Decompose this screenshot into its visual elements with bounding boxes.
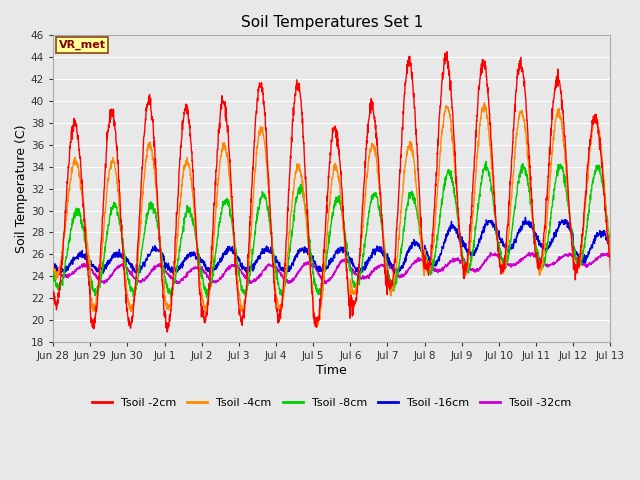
Tsoil -16cm (49, 260, 57, 265)
Line: Tsoil -2cm: Tsoil -2cm (53, 52, 611, 332)
Tsoil -32cm (607, 257, 614, 263)
Tsoil -16cm (497, 238, 505, 243)
Text: VR_met: VR_met (59, 39, 106, 50)
Tsoil -8cm (337, 207, 345, 213)
Tsoil -2cm (163, 329, 171, 335)
Tsoil -4cm (481, 100, 488, 106)
Tsoil -32cm (175, 281, 182, 287)
Y-axis label: Soil Temperature (C): Soil Temperature (C) (15, 124, 28, 253)
Tsoil -16cm (522, 215, 529, 220)
Tsoil -2cm (396, 178, 403, 184)
Tsoil -32cm (49, 264, 57, 270)
Tsoil -32cm (337, 259, 345, 265)
Tsoil -16cm (396, 264, 403, 270)
Tsoil -4cm (498, 264, 506, 270)
Tsoil -2cm (202, 316, 209, 322)
Line: Tsoil -16cm: Tsoil -16cm (53, 217, 611, 276)
Tsoil -32cm (582, 263, 590, 269)
Tsoil -8cm (582, 229, 590, 235)
X-axis label: Time: Time (316, 364, 347, 377)
Tsoil -2cm (443, 49, 451, 55)
Tsoil -32cm (396, 272, 403, 278)
Line: Tsoil -4cm: Tsoil -4cm (53, 103, 611, 327)
Line: Tsoil -8cm: Tsoil -8cm (53, 162, 611, 299)
Tsoil -4cm (582, 190, 590, 196)
Tsoil -8cm (49, 270, 57, 276)
Tsoil -8cm (153, 217, 161, 223)
Tsoil -16cm (582, 256, 590, 262)
Tsoil -2cm (49, 288, 57, 294)
Tsoil -32cm (525, 250, 533, 255)
Tsoil -32cm (497, 255, 505, 261)
Tsoil -4cm (396, 230, 403, 236)
Tsoil -16cm (153, 247, 161, 253)
Tsoil -2cm (337, 180, 345, 186)
Title: Soil Temperatures Set 1: Soil Temperatures Set 1 (241, 15, 423, 30)
Tsoil -8cm (498, 257, 506, 263)
Tsoil -8cm (167, 296, 175, 301)
Line: Tsoil -32cm: Tsoil -32cm (53, 252, 611, 284)
Tsoil -16cm (337, 248, 345, 254)
Tsoil -32cm (202, 271, 209, 276)
Tsoil -8cm (482, 159, 490, 165)
Tsoil -2cm (498, 264, 506, 270)
Tsoil -4cm (313, 324, 321, 330)
Tsoil -16cm (206, 273, 214, 278)
Tsoil -4cm (337, 198, 345, 204)
Tsoil -16cm (201, 262, 209, 268)
Tsoil -8cm (607, 245, 614, 251)
Tsoil -8cm (396, 260, 403, 265)
Tsoil -8cm (202, 286, 209, 292)
Tsoil -4cm (607, 264, 614, 270)
Tsoil -2cm (582, 180, 590, 186)
Tsoil -32cm (153, 263, 161, 268)
Legend: Tsoil -2cm, Tsoil -4cm, Tsoil -8cm, Tsoil -16cm, Tsoil -32cm: Tsoil -2cm, Tsoil -4cm, Tsoil -8cm, Tsoi… (88, 394, 576, 412)
Tsoil -2cm (153, 183, 161, 189)
Tsoil -16cm (607, 247, 614, 252)
Tsoil -4cm (201, 306, 209, 312)
Tsoil -4cm (49, 262, 57, 267)
Tsoil -4cm (153, 193, 161, 199)
Tsoil -2cm (607, 268, 614, 274)
